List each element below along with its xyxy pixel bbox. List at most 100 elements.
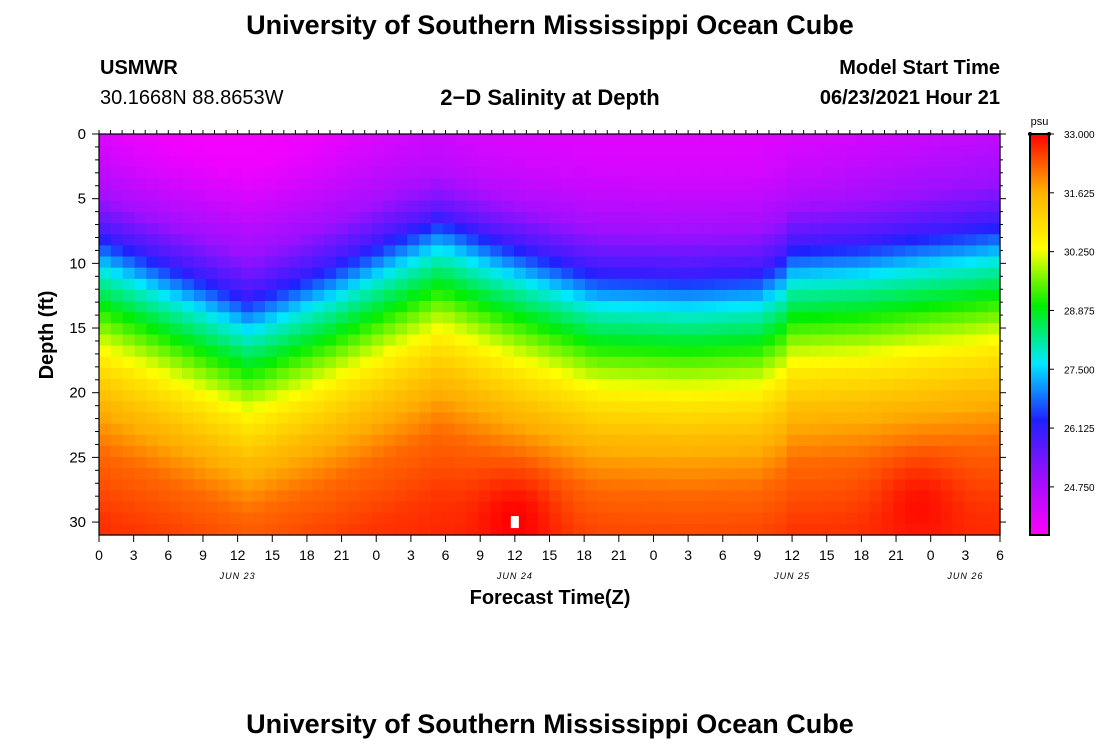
heatmap-cell <box>205 189 219 202</box>
heatmap-cell <box>276 523 290 536</box>
heatmap-cell <box>608 323 622 336</box>
heatmap-cell <box>691 145 705 157</box>
heatmap-cell <box>110 301 124 313</box>
heatmap-cell <box>241 178 254 191</box>
heatmap-cell <box>751 412 764 425</box>
heatmap-cell <box>561 145 574 157</box>
heatmap-cell <box>988 245 1001 258</box>
heatmap-cell <box>857 200 871 213</box>
heatmap-cell <box>774 301 788 313</box>
heatmap-cell <box>181 401 195 414</box>
heatmap-cell <box>857 156 871 169</box>
heatmap-cell <box>407 401 420 414</box>
heatmap-cell <box>99 434 112 447</box>
heatmap-cell <box>193 267 207 280</box>
heatmap-cell <box>537 323 551 336</box>
heatmap-cell <box>430 490 444 503</box>
heatmap-cell <box>822 145 835 157</box>
heatmap-cell <box>668 390 681 402</box>
heatmap-cell <box>834 490 847 503</box>
heatmap-cell <box>490 367 503 380</box>
heatmap-cell <box>253 289 266 302</box>
heatmap-cell <box>300 289 313 302</box>
heatmap-cell <box>430 501 444 514</box>
heatmap-cell <box>217 412 231 425</box>
heatmap-cell <box>774 312 788 324</box>
heatmap-cell <box>359 401 373 414</box>
heatmap-cell <box>537 423 551 436</box>
heatmap-cell <box>573 234 586 246</box>
heatmap-cell <box>917 245 930 258</box>
heatmap-cell <box>395 301 408 313</box>
heatmap-cell <box>656 234 669 246</box>
heatmap-cell <box>288 323 302 336</box>
heatmap-cell <box>264 312 278 324</box>
heatmap-cell <box>158 457 171 469</box>
heatmap-cell <box>324 423 337 436</box>
heatmap-cell <box>205 278 219 291</box>
heatmap-cell <box>940 345 954 358</box>
heatmap-cell <box>170 490 183 503</box>
heatmap-cell <box>395 390 408 402</box>
heatmap-cell <box>241 145 254 157</box>
heatmap-cell <box>810 523 823 536</box>
heatmap-cell <box>644 423 657 436</box>
heatmap-cell <box>419 245 432 258</box>
heatmap-cell <box>347 445 361 458</box>
heatmap-cell <box>691 245 705 258</box>
heatmap-cell <box>430 334 444 347</box>
heatmap-cell <box>691 390 705 402</box>
heatmap-cell <box>715 345 728 358</box>
date-label: JUN 25 <box>773 571 810 581</box>
heatmap-cell <box>691 278 705 291</box>
heatmap-cell <box>822 312 835 324</box>
heatmap-cell <box>347 200 361 213</box>
heatmap-cell <box>679 457 693 469</box>
heatmap-cell <box>430 301 444 313</box>
heatmap-cell <box>537 312 551 324</box>
heatmap-cell <box>312 178 325 191</box>
heatmap-cell <box>952 345 966 358</box>
heatmap-cell <box>241 457 254 469</box>
heatmap-cell <box>490 523 503 536</box>
heatmap-cell <box>881 490 894 503</box>
heatmap-cell <box>608 457 622 469</box>
heatmap-cell <box>419 356 432 369</box>
heatmap-cell <box>217 401 231 414</box>
heatmap-cell <box>964 245 977 258</box>
heatmap-cell <box>122 134 136 146</box>
heatmap-cell <box>371 156 385 169</box>
heatmap-cell <box>952 323 966 336</box>
heatmap-cell <box>181 468 195 480</box>
heatmap-cell <box>715 401 728 414</box>
heatmap-cell <box>596 200 610 213</box>
heatmap-cell <box>596 245 610 258</box>
salinity-heatmap-chart: 0 3 6 9 12 15 18 21 0 3 6 9 12 15 18 21 0 3 6 9 12 15 18 21 0 3 6J… <box>36 116 1095 609</box>
heatmap-cell <box>513 479 527 492</box>
heatmap-cell <box>181 256 195 269</box>
heatmap-cell <box>988 289 1001 302</box>
heatmap-cell <box>276 256 290 269</box>
heatmap-cell <box>419 289 432 302</box>
y-tick-label: 25 <box>69 449 86 466</box>
heatmap-cell <box>632 189 645 202</box>
heatmap-cell <box>122 234 136 246</box>
heatmap-cell <box>359 323 373 336</box>
heatmap-cell <box>727 445 740 458</box>
heatmap-cell <box>454 379 468 391</box>
heatmap-cell <box>395 457 408 469</box>
heatmap-cell <box>537 412 551 425</box>
heatmap-cell <box>620 334 634 347</box>
heatmap-cell <box>988 334 1001 347</box>
heatmap-cell <box>158 367 171 380</box>
colorbar-tick-label: 33.000 <box>1064 130 1095 141</box>
heatmap-cell <box>964 178 977 191</box>
heatmap-cell <box>134 412 148 425</box>
heatmap-cell <box>881 167 894 180</box>
heatmap-cell <box>727 401 740 414</box>
heatmap-cell <box>525 367 539 380</box>
heatmap-cell <box>158 345 171 358</box>
heatmap-cell <box>845 167 859 180</box>
heatmap-cell <box>644 134 657 146</box>
heatmap-cell <box>917 200 930 213</box>
